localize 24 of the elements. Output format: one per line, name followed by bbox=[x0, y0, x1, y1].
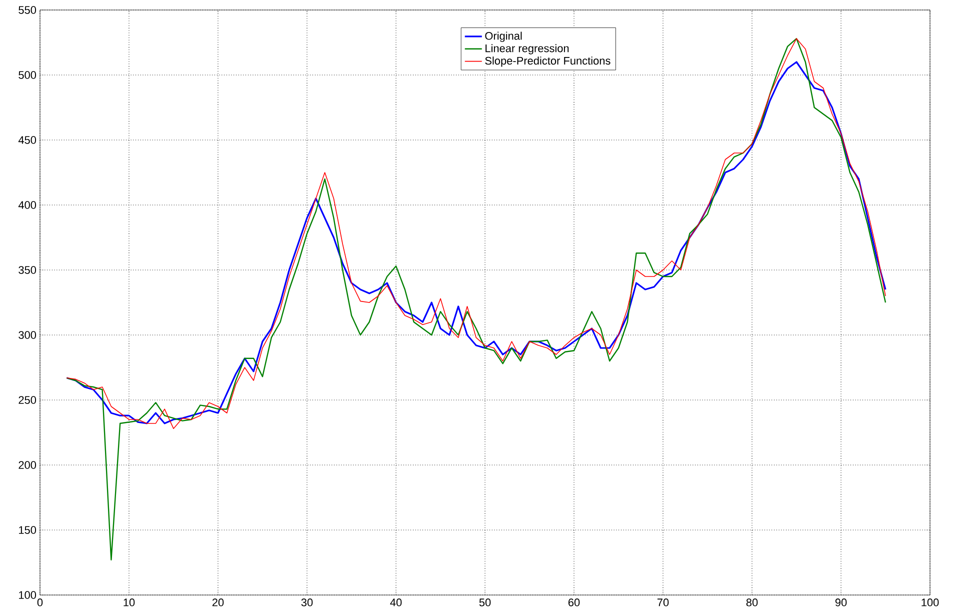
x-tick-label: 60 bbox=[568, 598, 580, 606]
y-tick-label: 350 bbox=[18, 266, 36, 274]
legend-label: Slope-Predictor Functions bbox=[485, 56, 610, 67]
y-tick-label: 300 bbox=[18, 331, 36, 339]
y-tick-label: 150 bbox=[19, 526, 36, 534]
x-tick-label: 10 bbox=[124, 598, 135, 606]
legend-label: Original bbox=[485, 32, 522, 42]
x-tick-label: 70 bbox=[657, 598, 669, 606]
x-tick-label: 100 bbox=[922, 598, 939, 606]
legend-label: Linear regression bbox=[486, 44, 569, 54]
y-tick-label: 200 bbox=[18, 461, 36, 469]
y-tick-label: 250 bbox=[18, 396, 36, 404]
x-tick-label: 40 bbox=[390, 598, 402, 606]
y-tick-label: 500 bbox=[18, 71, 36, 79]
y-tick-label: 550 bbox=[18, 6, 36, 14]
y-tick-label: 450 bbox=[18, 136, 36, 144]
x-tick-label: 20 bbox=[212, 598, 224, 606]
x-tick-label: 0 bbox=[37, 598, 43, 606]
x-tick-label: 80 bbox=[746, 598, 758, 606]
y-tick-label: 100 bbox=[19, 591, 36, 599]
y-tick-label: 400 bbox=[18, 201, 36, 209]
x-tick-label: 30 bbox=[301, 598, 313, 606]
x-tick-label: 50 bbox=[479, 598, 491, 606]
x-tick-label: 90 bbox=[835, 598, 847, 606]
